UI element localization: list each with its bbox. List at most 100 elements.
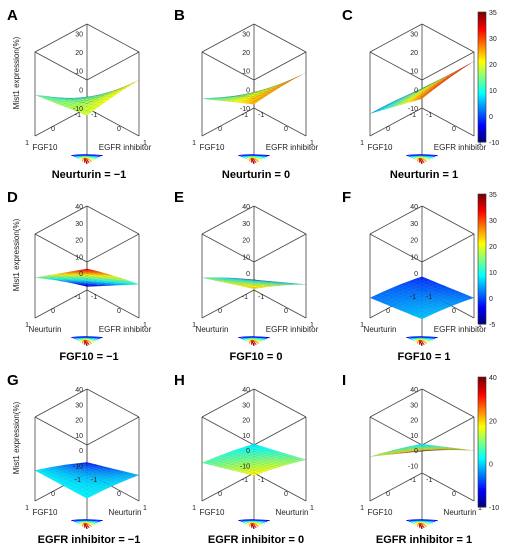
z-tick-label: 10 [242,69,250,76]
contour-line [79,338,94,343]
colorbar-segment [478,38,486,41]
colorbar-segment [478,92,486,95]
colorbar-segment [478,383,486,387]
z-axis-label: Mist1 expression(%) [12,401,21,474]
box-top-edge [253,388,307,418]
y-tick-label: 0 [284,308,288,315]
z-tick-label: 0 [414,271,418,278]
colorbar-segment [478,452,486,456]
colorbar-segment [478,433,486,436]
colorbar-segment [478,498,486,501]
z-tick-label: 0 [79,87,83,94]
surface-mesh [34,79,140,116]
contour-line [75,520,99,524]
contour-line [251,340,255,347]
colorbar-segment [478,122,486,126]
colorbar-segment [478,485,486,488]
colorbar-segment [478,77,486,80]
colorbar-segment [478,196,486,199]
colorbar-segment [478,489,486,493]
colorbar-segment [478,139,486,143]
colorbar-segment [478,450,486,454]
y-tick-label: -1 [258,112,264,119]
y-axis-label: EGFR inhibitor [99,143,152,152]
colorbar-segment [478,418,486,421]
surface-cell [426,450,436,451]
contour-line [244,156,264,160]
box-top-edge [369,23,423,53]
colorbar-segment [478,319,486,323]
box-top-edge [369,416,423,446]
surface-cell [369,109,379,114]
z-tick-label: -10 [408,106,418,113]
surface-cell [82,493,92,499]
colorbar-segment [478,126,486,130]
y-axis-label: Neurturin [444,508,477,517]
contour-line [71,336,103,339]
y-tick-label: -1 [258,477,264,484]
x-tick-label: -1 [242,294,248,301]
colorbar-segment [478,390,486,393]
colorbar-segment [478,198,486,201]
colorbar-segment [478,12,486,15]
colorbar-segment [478,64,486,67]
colorbar-tick-label: 35 [489,192,497,199]
surface-cell [417,315,427,320]
box-top-edge [369,388,423,418]
box-top-edge [421,416,475,446]
contour-line [414,156,429,161]
x-tick-label: 1 [25,322,29,329]
contour-line [251,523,255,530]
box-floor-edge [86,107,140,137]
colorbar-tick-label: -5 [489,322,495,329]
z-tick-label: -10 [240,106,250,113]
colorbar-segment [478,491,486,495]
x-tick-label: 0 [218,126,222,133]
colorbar-tick-label: 35 [489,10,497,17]
box-floor-edge [253,107,307,137]
colorbar-segment [478,274,486,277]
box-top-edge [201,23,255,53]
colorbar-segment [478,29,486,32]
x-axis-label: Neurturin [364,325,397,334]
colorbar-segment [478,237,486,240]
y-tick-label: 1 [143,140,147,147]
panel-letter: B [174,7,185,24]
contour-floor [71,336,103,347]
contour-line [84,158,88,165]
contour-floor [238,519,270,530]
box-top-edge [253,416,307,446]
colorbar-segment [478,261,486,264]
contour-line [83,157,90,164]
y-tick-label: 0 [452,308,456,315]
surface-mesh [369,276,475,320]
colorbar: -10 0 10 20 30 35 [477,10,499,147]
colorbar-segment [478,429,486,432]
contour-line [419,523,423,530]
surface-cell [417,95,427,101]
colorbar-segment [478,226,486,230]
y-tick-label: 1 [478,505,482,512]
z-tick-label: -10 [73,106,83,113]
colorbar-tick-label: 30 [489,36,497,43]
colorbar-segment [478,311,486,314]
z-tick-label: 30 [75,402,83,409]
box-floor-edge [369,472,423,502]
colorbar-segment [478,129,486,132]
colorbar-segment [478,470,486,473]
colorbar-segment [478,111,486,115]
y-tick-label: 0 [452,126,456,133]
panel-caption: FGF10 = 0 [230,351,283,363]
y-tick-label: -1 [426,477,432,484]
colorbar-segment [478,133,486,136]
colorbar-segment [478,302,486,305]
z-tick-label: 30 [410,402,418,409]
y-tick-label: -1 [91,294,97,301]
colorbar-segment [478,468,486,471]
colorbar-segment [478,100,486,104]
contour-line [249,339,259,344]
colorbar-frame [477,193,487,325]
contour-line [408,154,436,158]
